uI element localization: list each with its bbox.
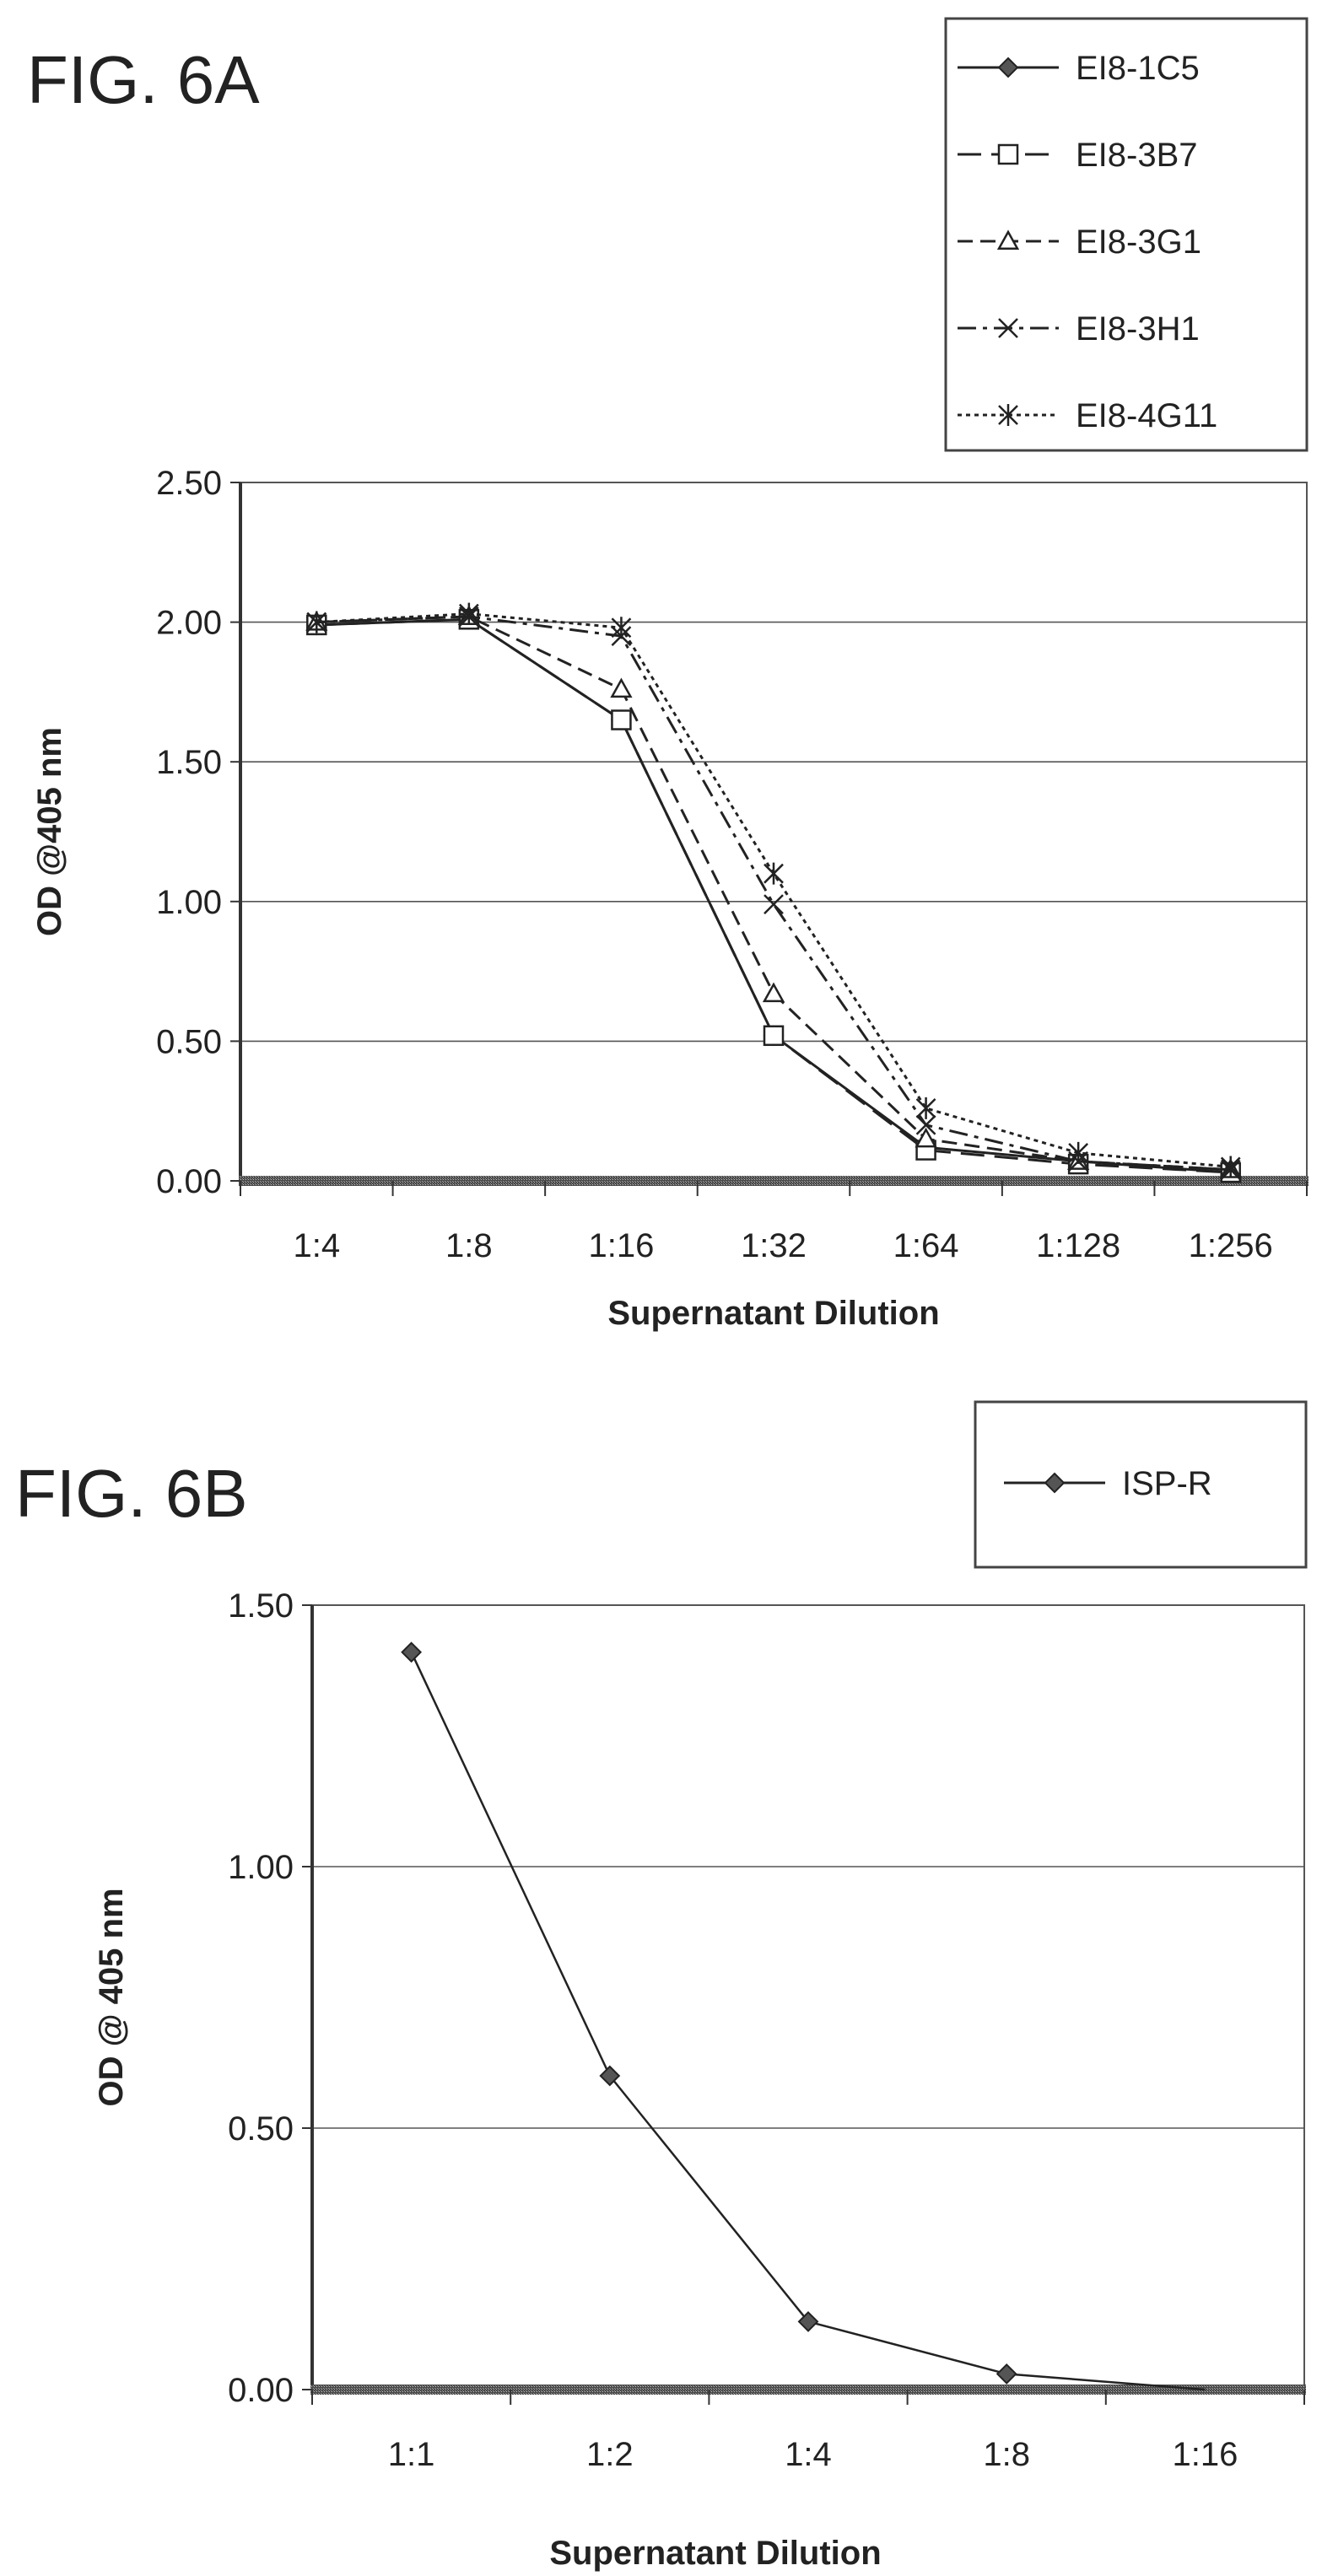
x-tick-label: 1:8 [445,1227,493,1264]
x-tick-label: 1:16 [588,1227,654,1264]
series-isp-r [401,1641,1206,2391]
data-point [915,1114,936,1135]
data-point [915,1127,937,1148]
y-tick-label: 1.00 [156,884,222,921]
legend-label: EI8-3H1 [1076,310,1200,348]
legend-marker [998,404,1018,426]
data-point [996,2363,1017,2385]
data-point [764,894,784,914]
data-point [762,982,785,1003]
x-axis-label-6b: Supernatant Dilution [549,2535,881,2572]
legend-label: EI8-1C5 [1076,50,1200,87]
data-point [1068,1141,1089,1164]
legend-label: EI8-3G1 [1076,224,1201,261]
legend-entry: EI8-3G1 [958,224,1201,261]
legend-marker [998,318,1018,338]
legend-entry: EI8-4G11 [958,397,1217,434]
data-point [1220,1156,1241,1178]
legend-marker [996,229,1020,251]
data-point [611,617,632,639]
y-tick-label: 0.00 [228,2372,294,2409]
plot-area-6a [240,482,1308,1182]
legend-entry: EI8-3B7 [958,137,1198,174]
data-point [306,611,327,633]
legend-marker [997,143,1019,165]
legend-label: EI8-3B7 [1076,137,1198,174]
y-tick-label: 1.50 [228,1587,294,1625]
data-point [610,677,633,698]
data-point [763,1025,785,1047]
data-point [915,1097,936,1119]
x-tick-label: 1:16 [1172,2436,1238,2473]
x-tick-label: 1:32 [741,1227,807,1264]
legend-6a: EI8-1C5 EI8-3B7 EI8-3G1 EI8-3H1 EI8-4G11 [944,17,1309,452]
legend-6b-box [974,1400,1308,1569]
series-ei8-4g11 [306,602,1241,1178]
x-tick-label: 1:256 [1189,1227,1273,1264]
legend-marker [1044,1472,1066,1494]
x-tick-label: 1:4 [785,2436,832,2473]
x-axis-6b [310,2385,1306,2395]
data-point [599,2065,621,2087]
legend-label: ISP-R [1122,1465,1212,1502]
legend-entry: ISP-R [1004,1465,1212,1502]
data-point [611,709,632,730]
y-tick-label: 1.00 [228,1849,294,1886]
x-tick-label: 1:8 [983,2436,1030,2473]
x-axis-6a [239,1176,1309,1186]
x-tick-label: 1:64 [893,1227,959,1264]
y-tick-label: 0.50 [228,2110,294,2148]
legend-label: EI8-4G11 [1076,397,1217,434]
chart-6b: FIG. 6B ISP-R 0.00 0.50 1.00 1.50 1:1 1:2 1:4… [15,1400,1308,2572]
data-point [458,602,479,625]
legend-entry: EI8-3H1 [958,310,1200,348]
x-tick-label: 1:128 [1036,1227,1120,1264]
y-tick-label: 1.50 [156,744,222,781]
legend-6b: ISP-R [974,1400,1308,1569]
figure-label-6b: FIG. 6B [15,1456,248,1531]
x-tick-label: 1:2 [586,2436,634,2473]
x-tick-label: 1:4 [293,1227,340,1264]
y-axis-label-6b: OD @ 405 nm [93,1888,130,2106]
y-tick-label: 2.50 [156,465,222,502]
legend-marker [997,57,1019,78]
data-point [797,2310,819,2332]
x-axis-label-6a: Supernatant Dilution [607,1295,939,1332]
data-point [401,1641,423,1663]
y-tick-label: 0.50 [156,1023,222,1060]
data-point [764,862,784,885]
y-tick-label: 0.00 [156,1163,222,1200]
chart-6a: FIG. 6A EI8-1C5EI8-3B7EI8-3G1EI8-3H1EI8-… [27,17,1309,1332]
figure-label-6a: FIG. 6A [27,42,260,117]
legend-entry: EI8-1C5 [958,50,1200,87]
y-tick-label: 2.00 [156,605,222,642]
plot-area-6b [311,1604,1305,2390]
y-axis-label-6a: OD @405 nm [31,727,68,936]
x-tick-label: 1:1 [388,2436,435,2473]
